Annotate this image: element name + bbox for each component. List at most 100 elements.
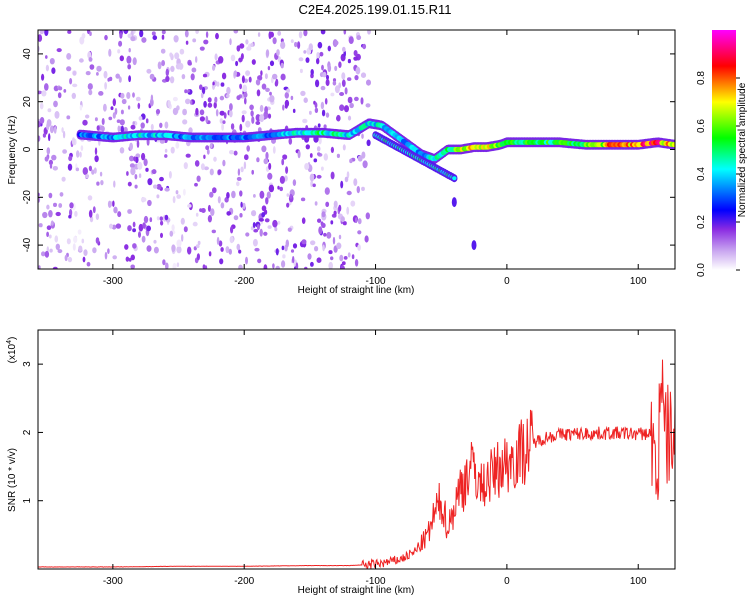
noise-speck [38, 120, 41, 128]
noise-speck [303, 50, 307, 54]
noise-speck [88, 89, 93, 96]
noise-speck [193, 246, 197, 251]
noise-speck [323, 232, 327, 237]
frequency-ridge [76, 118, 675, 251]
noise-speck [305, 57, 310, 63]
noise-speck [46, 231, 49, 237]
noise-speck [118, 76, 122, 83]
noise-speck [339, 254, 344, 262]
noise-speck [68, 214, 72, 219]
noise-speck [141, 197, 147, 202]
noise-speck [215, 109, 219, 117]
noise-speck [326, 74, 329, 80]
noise-speck [145, 167, 149, 172]
noise-speck [127, 181, 132, 187]
noise-speck [69, 202, 74, 209]
noise-speck [117, 49, 121, 54]
noise-speck [79, 58, 84, 63]
noise-speck [356, 35, 362, 41]
noise-speck [87, 83, 93, 90]
noise-speck [113, 206, 118, 214]
noise-speck [211, 229, 216, 234]
noise-speck [218, 56, 224, 64]
y-tick-label: 40 [22, 48, 33, 60]
noise-speck [284, 92, 289, 99]
noise-speck [253, 228, 259, 233]
noise-speck [71, 137, 76, 146]
noise-speck [143, 158, 148, 167]
noise-speck [326, 231, 332, 239]
noise-speck [48, 133, 51, 142]
noise-speck [319, 51, 324, 57]
noise-speck [88, 209, 93, 218]
noise-speck [269, 91, 272, 96]
noise-speck [187, 89, 190, 93]
noise-speck [263, 264, 268, 269]
y-tick-label: 20 [22, 96, 33, 108]
noise-speck [221, 72, 227, 80]
noise-speck [259, 228, 263, 237]
noise-speck [46, 147, 51, 155]
noise-speck [202, 73, 208, 78]
noise-speck [342, 221, 347, 226]
noise-speck [127, 33, 132, 39]
noise-speck [269, 60, 275, 67]
noise-speck [334, 65, 338, 71]
noise-speck [280, 73, 286, 81]
noise-speck [141, 235, 146, 243]
noise-speck [54, 111, 60, 119]
noise-speck [290, 249, 295, 253]
noise-speck [297, 150, 301, 159]
noise-speck [304, 266, 308, 269]
noise-speck [184, 30, 189, 38]
noise-speck [355, 217, 358, 224]
noise-speck [172, 107, 178, 116]
noise-speck [175, 142, 180, 149]
noise-speck [229, 38, 232, 46]
noise-speck [44, 156, 49, 162]
noise-speck [46, 204, 50, 210]
noise-speck [204, 265, 208, 269]
noise-speck [79, 36, 85, 45]
noise-speck [365, 212, 370, 220]
noise-speck [203, 154, 206, 159]
noise-speck [104, 82, 107, 90]
noise-speck [220, 202, 225, 209]
noise-speck [150, 123, 154, 131]
noise-speck [85, 71, 91, 76]
noise-speck [88, 165, 92, 172]
noise-speck [330, 220, 334, 225]
noise-speck [129, 142, 134, 151]
noise-speck [67, 256, 73, 263]
noise-speck [151, 169, 157, 175]
noise-speck [230, 54, 236, 62]
noise-speck [292, 256, 295, 264]
noise-speck [248, 76, 252, 83]
noise-speck [48, 210, 53, 218]
noise-speck [353, 178, 358, 187]
noise-speck [152, 35, 158, 41]
noise-speck [41, 251, 46, 257]
noise-speck [290, 95, 294, 101]
noise-speck [346, 206, 350, 215]
noise-speck [229, 236, 234, 244]
noise-speck [85, 114, 90, 119]
noise-speck [176, 194, 181, 199]
noise-speck [236, 243, 241, 251]
y-tick-label: -20 [22, 190, 33, 205]
noise-speck [255, 121, 261, 125]
noise-speck [286, 202, 290, 208]
noise-speck [230, 226, 234, 234]
noise-speck [80, 145, 84, 152]
noise-speck [128, 257, 132, 262]
noise-speck [208, 251, 212, 257]
x-tick-label: 100 [630, 276, 647, 287]
noise-speck [115, 73, 120, 79]
noise-speck [191, 67, 197, 73]
noise-speck [325, 201, 330, 207]
noise-speck [347, 96, 353, 104]
noise-speck [249, 104, 254, 111]
noise-speck [248, 43, 251, 50]
noise-speck [172, 196, 176, 204]
